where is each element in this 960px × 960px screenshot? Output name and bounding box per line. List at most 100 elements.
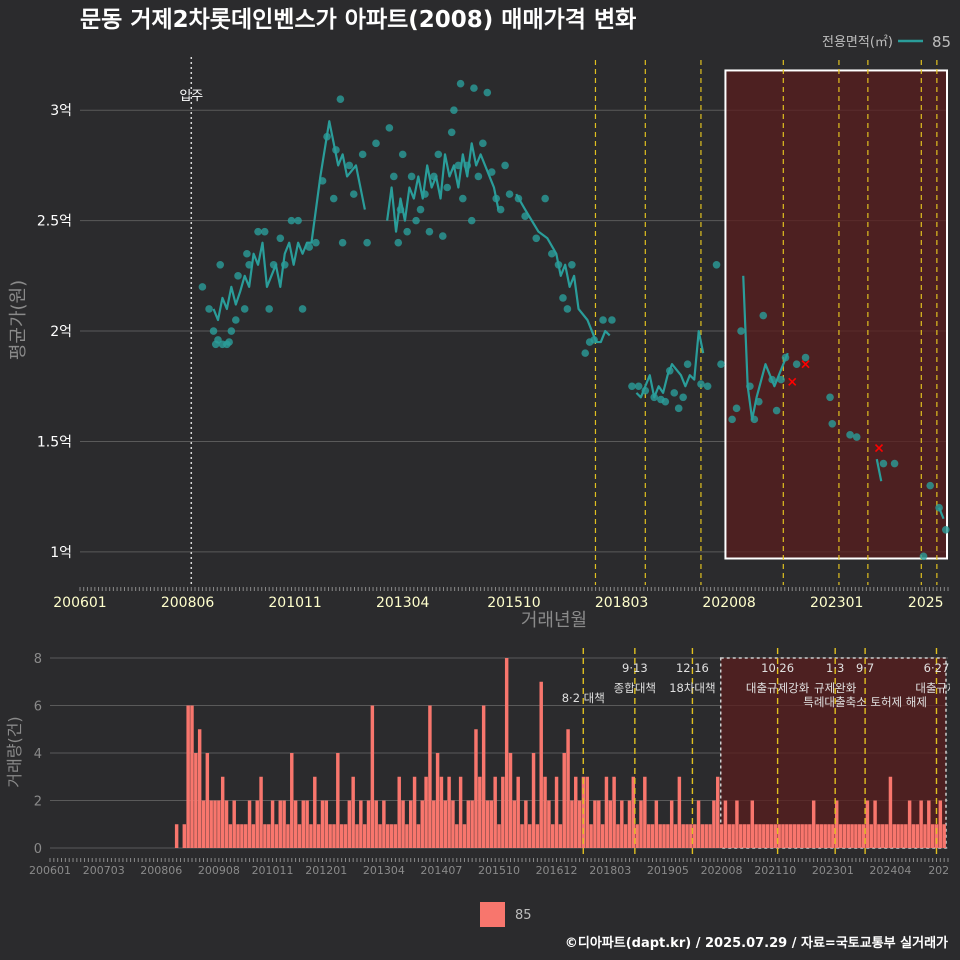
y-tick-label: 1.5억 xyxy=(37,434,72,450)
data-point xyxy=(456,79,465,88)
volume-bar xyxy=(512,800,517,848)
volume-bar xyxy=(366,800,371,848)
volume-bar xyxy=(708,824,712,848)
volume-bar xyxy=(712,800,716,848)
data-point xyxy=(463,161,472,170)
volume-bar xyxy=(324,800,329,848)
x-tick-label: 2025 xyxy=(908,595,944,611)
data-point xyxy=(941,525,950,534)
volume-bar xyxy=(224,800,229,848)
volume-bar xyxy=(604,776,609,848)
data-point xyxy=(298,305,307,313)
data-point xyxy=(563,305,572,313)
data-point xyxy=(634,382,643,391)
data-point xyxy=(287,216,296,225)
x-tick-label: 201612 xyxy=(536,864,578,877)
move-in-label: 입주 xyxy=(179,89,203,104)
x-tick-label: 201510 xyxy=(487,595,540,611)
volume-bar xyxy=(831,824,835,848)
x-axis-title: 거래년월 xyxy=(521,610,587,631)
policy-date: 9·7 xyxy=(856,661,874,675)
volume-bar xyxy=(838,824,843,848)
data-point xyxy=(459,194,467,203)
x-tick-label: 200601 xyxy=(29,864,71,877)
volume-bar xyxy=(240,824,244,848)
volume-bar xyxy=(182,824,187,848)
data-point xyxy=(412,216,420,225)
data-point xyxy=(661,397,670,406)
data-point xyxy=(332,146,340,154)
data-point xyxy=(890,459,899,468)
x-tick-label: 202301 xyxy=(812,864,854,877)
volume-bar xyxy=(593,800,597,848)
volume-bar xyxy=(197,729,202,848)
volume-bar xyxy=(781,824,785,848)
volume-bar xyxy=(389,824,394,848)
volume-bar xyxy=(332,824,336,848)
policy-date: 10·26 xyxy=(761,661,794,675)
policy-name: 규제완화 xyxy=(814,681,857,695)
volume-bar xyxy=(788,824,793,848)
volume-bar xyxy=(865,800,870,848)
volume-bar xyxy=(915,824,920,848)
data-point xyxy=(349,190,358,198)
policy-date: 9·13 xyxy=(622,661,648,675)
volume-bar xyxy=(205,753,210,848)
volume-bar xyxy=(685,824,689,848)
data-point xyxy=(828,419,837,428)
volume-bar xyxy=(209,800,213,848)
footer-source: ©디아파트(dapt.kr) / 2025.07.29 / 자료=국토교통부 실… xyxy=(565,935,948,951)
volume-bar xyxy=(186,705,190,848)
x-tick-label: 200703 xyxy=(83,864,125,877)
policy-name: 종합대책 xyxy=(614,681,656,695)
x-tick-label: 201803 xyxy=(589,864,631,877)
volume-bar xyxy=(589,824,593,848)
x-tick-label: 201510 xyxy=(478,864,520,877)
data-point xyxy=(568,260,576,269)
data-point xyxy=(227,327,236,335)
volume-bar xyxy=(435,753,440,848)
volume-bar xyxy=(842,824,847,848)
volume-bar xyxy=(385,824,390,848)
data-point xyxy=(737,327,745,335)
data-point xyxy=(329,194,338,203)
x-tick-label: 201304 xyxy=(376,595,430,611)
data-point xyxy=(559,294,567,302)
volume-bar xyxy=(846,824,850,848)
volume-bar xyxy=(696,800,701,848)
x-tick-label: 202404 xyxy=(869,864,911,877)
volume-bar xyxy=(873,800,877,848)
volume-bar xyxy=(869,824,873,848)
x-tick-label: 201407 xyxy=(420,864,462,877)
volume-bar xyxy=(278,800,282,848)
volume-bar xyxy=(811,800,816,848)
volume-bar xyxy=(808,824,812,848)
data-point xyxy=(801,353,810,362)
y-tick-label: 1억 xyxy=(50,545,72,561)
volume-bar xyxy=(489,800,494,848)
x-tick-label: 201803 xyxy=(595,595,648,611)
data-point xyxy=(407,172,416,181)
bottom-legend: 85 xyxy=(480,902,532,927)
y-tick-label: 2억 xyxy=(50,324,72,340)
volume-bar xyxy=(854,824,858,848)
data-point xyxy=(919,552,928,561)
volume-bar xyxy=(681,824,685,848)
data-point xyxy=(483,88,492,97)
data-point xyxy=(852,433,861,441)
legend-bar-swatch xyxy=(480,902,505,927)
volume-bar xyxy=(190,705,194,848)
volume-bar xyxy=(804,824,808,848)
data-point xyxy=(777,375,785,384)
volume-bar xyxy=(762,824,766,848)
data-point xyxy=(505,190,514,198)
policy-name: 특례대출축소 토허제 해제 xyxy=(803,695,927,709)
volume-bar xyxy=(612,776,616,848)
volume-bar xyxy=(692,824,697,848)
volume-bar xyxy=(773,824,778,848)
volume-bar xyxy=(543,776,547,848)
volume-bar xyxy=(562,753,566,848)
volume-bar xyxy=(462,824,467,848)
volume-bar xyxy=(815,824,820,848)
legend-label: 전용면적(㎡) xyxy=(822,35,893,50)
